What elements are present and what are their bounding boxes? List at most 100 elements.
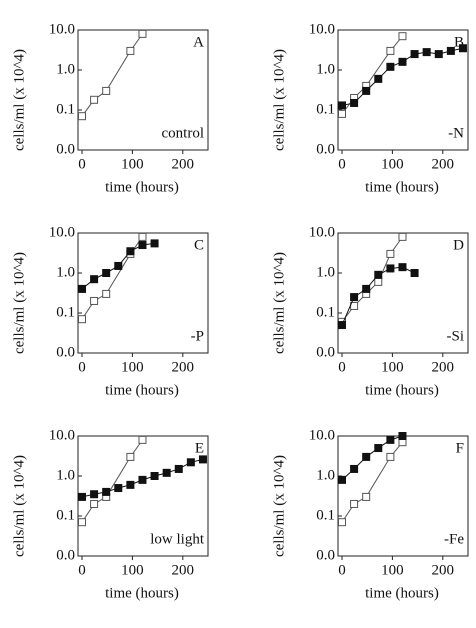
condition-label: -P — [191, 328, 204, 344]
data-point — [398, 32, 407, 41]
x-tick-label: 200 — [172, 156, 195, 172]
data-point — [374, 270, 383, 279]
data-point — [150, 472, 159, 480]
x-tick-label: 200 — [172, 359, 195, 375]
data-point — [114, 484, 123, 493]
y-axis-label: cells/ml (x 10^4) — [271, 49, 287, 151]
x-axis-label: time (hours) — [365, 585, 439, 601]
x-tick-label: 100 — [381, 156, 404, 172]
y-tick-label: 10.0 — [309, 427, 335, 443]
y-tick-label: 0.0 — [316, 141, 335, 157]
y-tick-label: 0.1 — [56, 507, 75, 523]
data-point — [350, 464, 359, 473]
plot-frame — [77, 232, 209, 354]
x-tick-label: 100 — [121, 156, 144, 172]
data-point — [386, 264, 395, 273]
condition-label: control — [162, 125, 205, 141]
y-axis-label: cells/ml (x 10^4) — [271, 252, 287, 354]
data-point — [150, 239, 159, 248]
data-point — [374, 74, 383, 83]
panel-label: E — [195, 440, 204, 456]
data-point — [102, 289, 111, 298]
x-tick-label: 0 — [78, 562, 86, 578]
x-tick-label: 0 — [338, 156, 346, 172]
y-axis-label: cells/ml (x 10^4) — [271, 455, 287, 557]
data-point — [126, 452, 135, 461]
data-point — [362, 86, 371, 95]
x-tick-label: 200 — [432, 562, 455, 578]
data-point — [198, 455, 207, 464]
data-point — [78, 284, 86, 293]
y-tick-label: 0.1 — [56, 101, 75, 117]
data-point — [446, 46, 455, 55]
data-point — [386, 452, 395, 461]
data-point — [398, 232, 407, 241]
y-tick-label: 0.1 — [316, 101, 335, 117]
x-tick-label: 100 — [381, 359, 404, 375]
data-point — [410, 269, 419, 277]
condition-label: -Si — [446, 328, 464, 344]
y-tick-label: 1.0 — [56, 467, 75, 483]
y-tick-label: 0.0 — [56, 547, 75, 563]
panel-label: D — [453, 237, 464, 253]
data-point — [186, 458, 195, 467]
data-point — [102, 86, 111, 95]
data-point — [398, 263, 407, 272]
x-tick-label: 100 — [121, 562, 144, 578]
x-tick-label: 200 — [432, 156, 455, 172]
data-point — [78, 492, 86, 501]
y-axis-label: cells/ml (x 10^4) — [11, 49, 27, 151]
panel-label: F — [456, 440, 464, 456]
data-point — [422, 48, 431, 57]
panel-label: A — [193, 34, 204, 50]
x-tick-label: 0 — [78, 359, 86, 375]
x-tick-label: 0 — [338, 359, 346, 375]
data-point — [78, 518, 86, 527]
data-point — [138, 435, 147, 444]
y-tick-label: 0.1 — [56, 304, 75, 320]
data-point — [126, 247, 135, 256]
data-point — [174, 464, 183, 473]
data-point — [398, 57, 407, 66]
data-point — [90, 490, 99, 499]
y-tick-label: 0.0 — [56, 141, 75, 157]
y-axis-label: cells/ml (x 10^4) — [11, 252, 27, 354]
y-tick-label: 0.0 — [316, 547, 335, 563]
data-point — [90, 296, 99, 305]
y-tick-label: 0.1 — [316, 304, 335, 320]
data-point — [350, 293, 359, 302]
x-tick-label: 0 — [338, 562, 346, 578]
data-point — [338, 321, 346, 330]
x-tick-label: 0 — [78, 156, 86, 172]
y-tick-label: 10.0 — [309, 224, 335, 240]
data-point — [398, 432, 407, 440]
panel-label: B — [454, 34, 464, 50]
data-point — [374, 277, 383, 286]
data-point — [362, 284, 371, 293]
x-axis-label: time (hours) — [365, 382, 439, 398]
data-point — [458, 44, 467, 53]
data-point — [338, 109, 346, 118]
data-point — [162, 468, 171, 477]
data-point — [78, 112, 86, 121]
data-point — [102, 487, 111, 496]
data-point — [410, 50, 419, 59]
data-point — [102, 269, 111, 277]
y-tick-label: 10.0 — [49, 21, 75, 37]
x-tick-label: 100 — [121, 359, 144, 375]
series-line — [81, 33, 143, 117]
data-point — [126, 46, 135, 55]
y-tick-label: 10.0 — [49, 224, 75, 240]
data-point — [138, 232, 147, 241]
data-point — [374, 444, 383, 453]
x-tick-label: 100 — [381, 562, 404, 578]
condition-label: -N — [448, 125, 464, 141]
data-point — [90, 275, 99, 284]
x-axis-label: time (hours) — [105, 585, 179, 601]
data-point — [338, 518, 346, 527]
data-point — [78, 315, 86, 324]
data-point — [138, 29, 147, 38]
y-tick-label: 0.0 — [56, 344, 75, 360]
data-point — [90, 95, 99, 104]
data-point — [434, 50, 443, 59]
